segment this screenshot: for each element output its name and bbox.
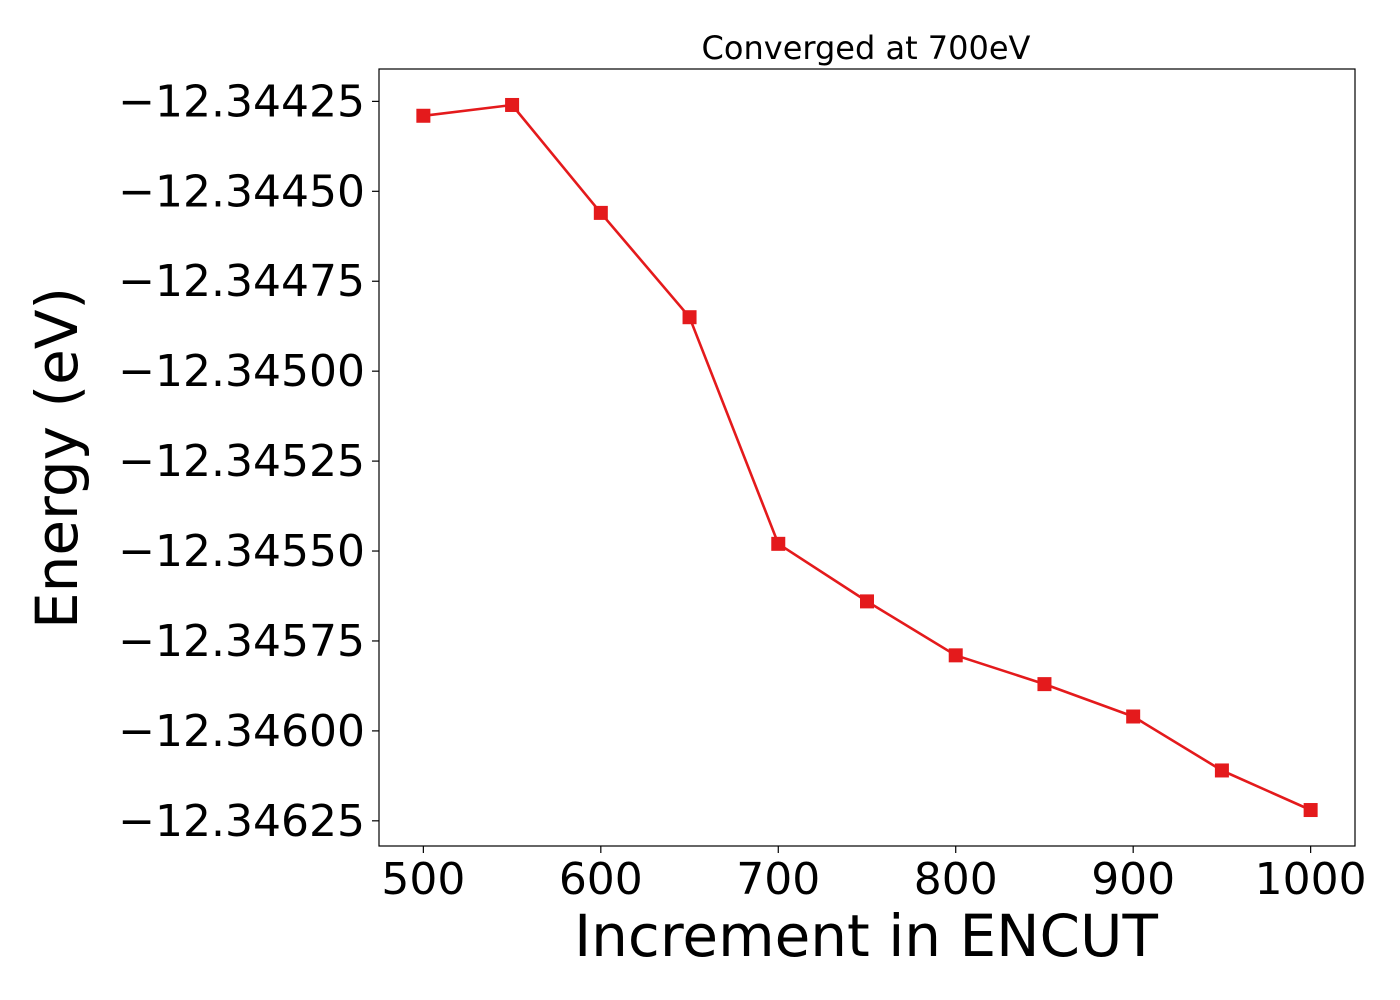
- chart-title: Converged at 700eV: [702, 29, 1031, 67]
- y-tick-label: −12.34600: [118, 706, 365, 757]
- x-axis: 500 600 700 800 900 1000: [381, 846, 1367, 905]
- y-tick-label: −12.34425: [118, 76, 365, 127]
- data-point: [1214, 763, 1229, 778]
- data-point: [682, 310, 697, 325]
- y-tick-label: −12.34575: [118, 616, 365, 667]
- data-point: [416, 108, 431, 123]
- y-axis-label: Energy (eV): [23, 287, 91, 629]
- x-tick-label: 700: [736, 854, 820, 905]
- series-line: [423, 103, 1312, 812]
- x-tick-label: 900: [1091, 854, 1175, 905]
- y-tick-label: −12.34450: [118, 166, 365, 217]
- y-axis: −12.34425 −12.34450 −12.34475 −12.34500 −12.…: [118, 76, 379, 847]
- data-point: [505, 97, 520, 112]
- y-tick-label: −12.34550: [118, 526, 365, 577]
- x-tick-label: 1000: [1255, 854, 1367, 905]
- data-point: [593, 205, 608, 220]
- data-point: [1126, 709, 1141, 724]
- x-tick-label: 800: [914, 854, 998, 905]
- data-point: [1037, 677, 1052, 692]
- y-tick-label: −12.34525: [118, 436, 365, 487]
- data-point: [1303, 803, 1318, 818]
- data-point: [771, 536, 786, 551]
- y-tick-label: −12.34625: [118, 796, 365, 847]
- data-point: [860, 594, 874, 609]
- x-tick-label: 600: [559, 854, 643, 905]
- x-tick-label: 500: [381, 854, 465, 905]
- series-layer: [416, 97, 1318, 818]
- x-axis-label: Increment in ENCUT: [574, 902, 1158, 970]
- y-tick-label: −12.34500: [118, 346, 365, 397]
- y-tick-label: −12.34475: [118, 256, 365, 307]
- plot-frame: [378, 68, 1356, 847]
- data-point: [948, 648, 963, 663]
